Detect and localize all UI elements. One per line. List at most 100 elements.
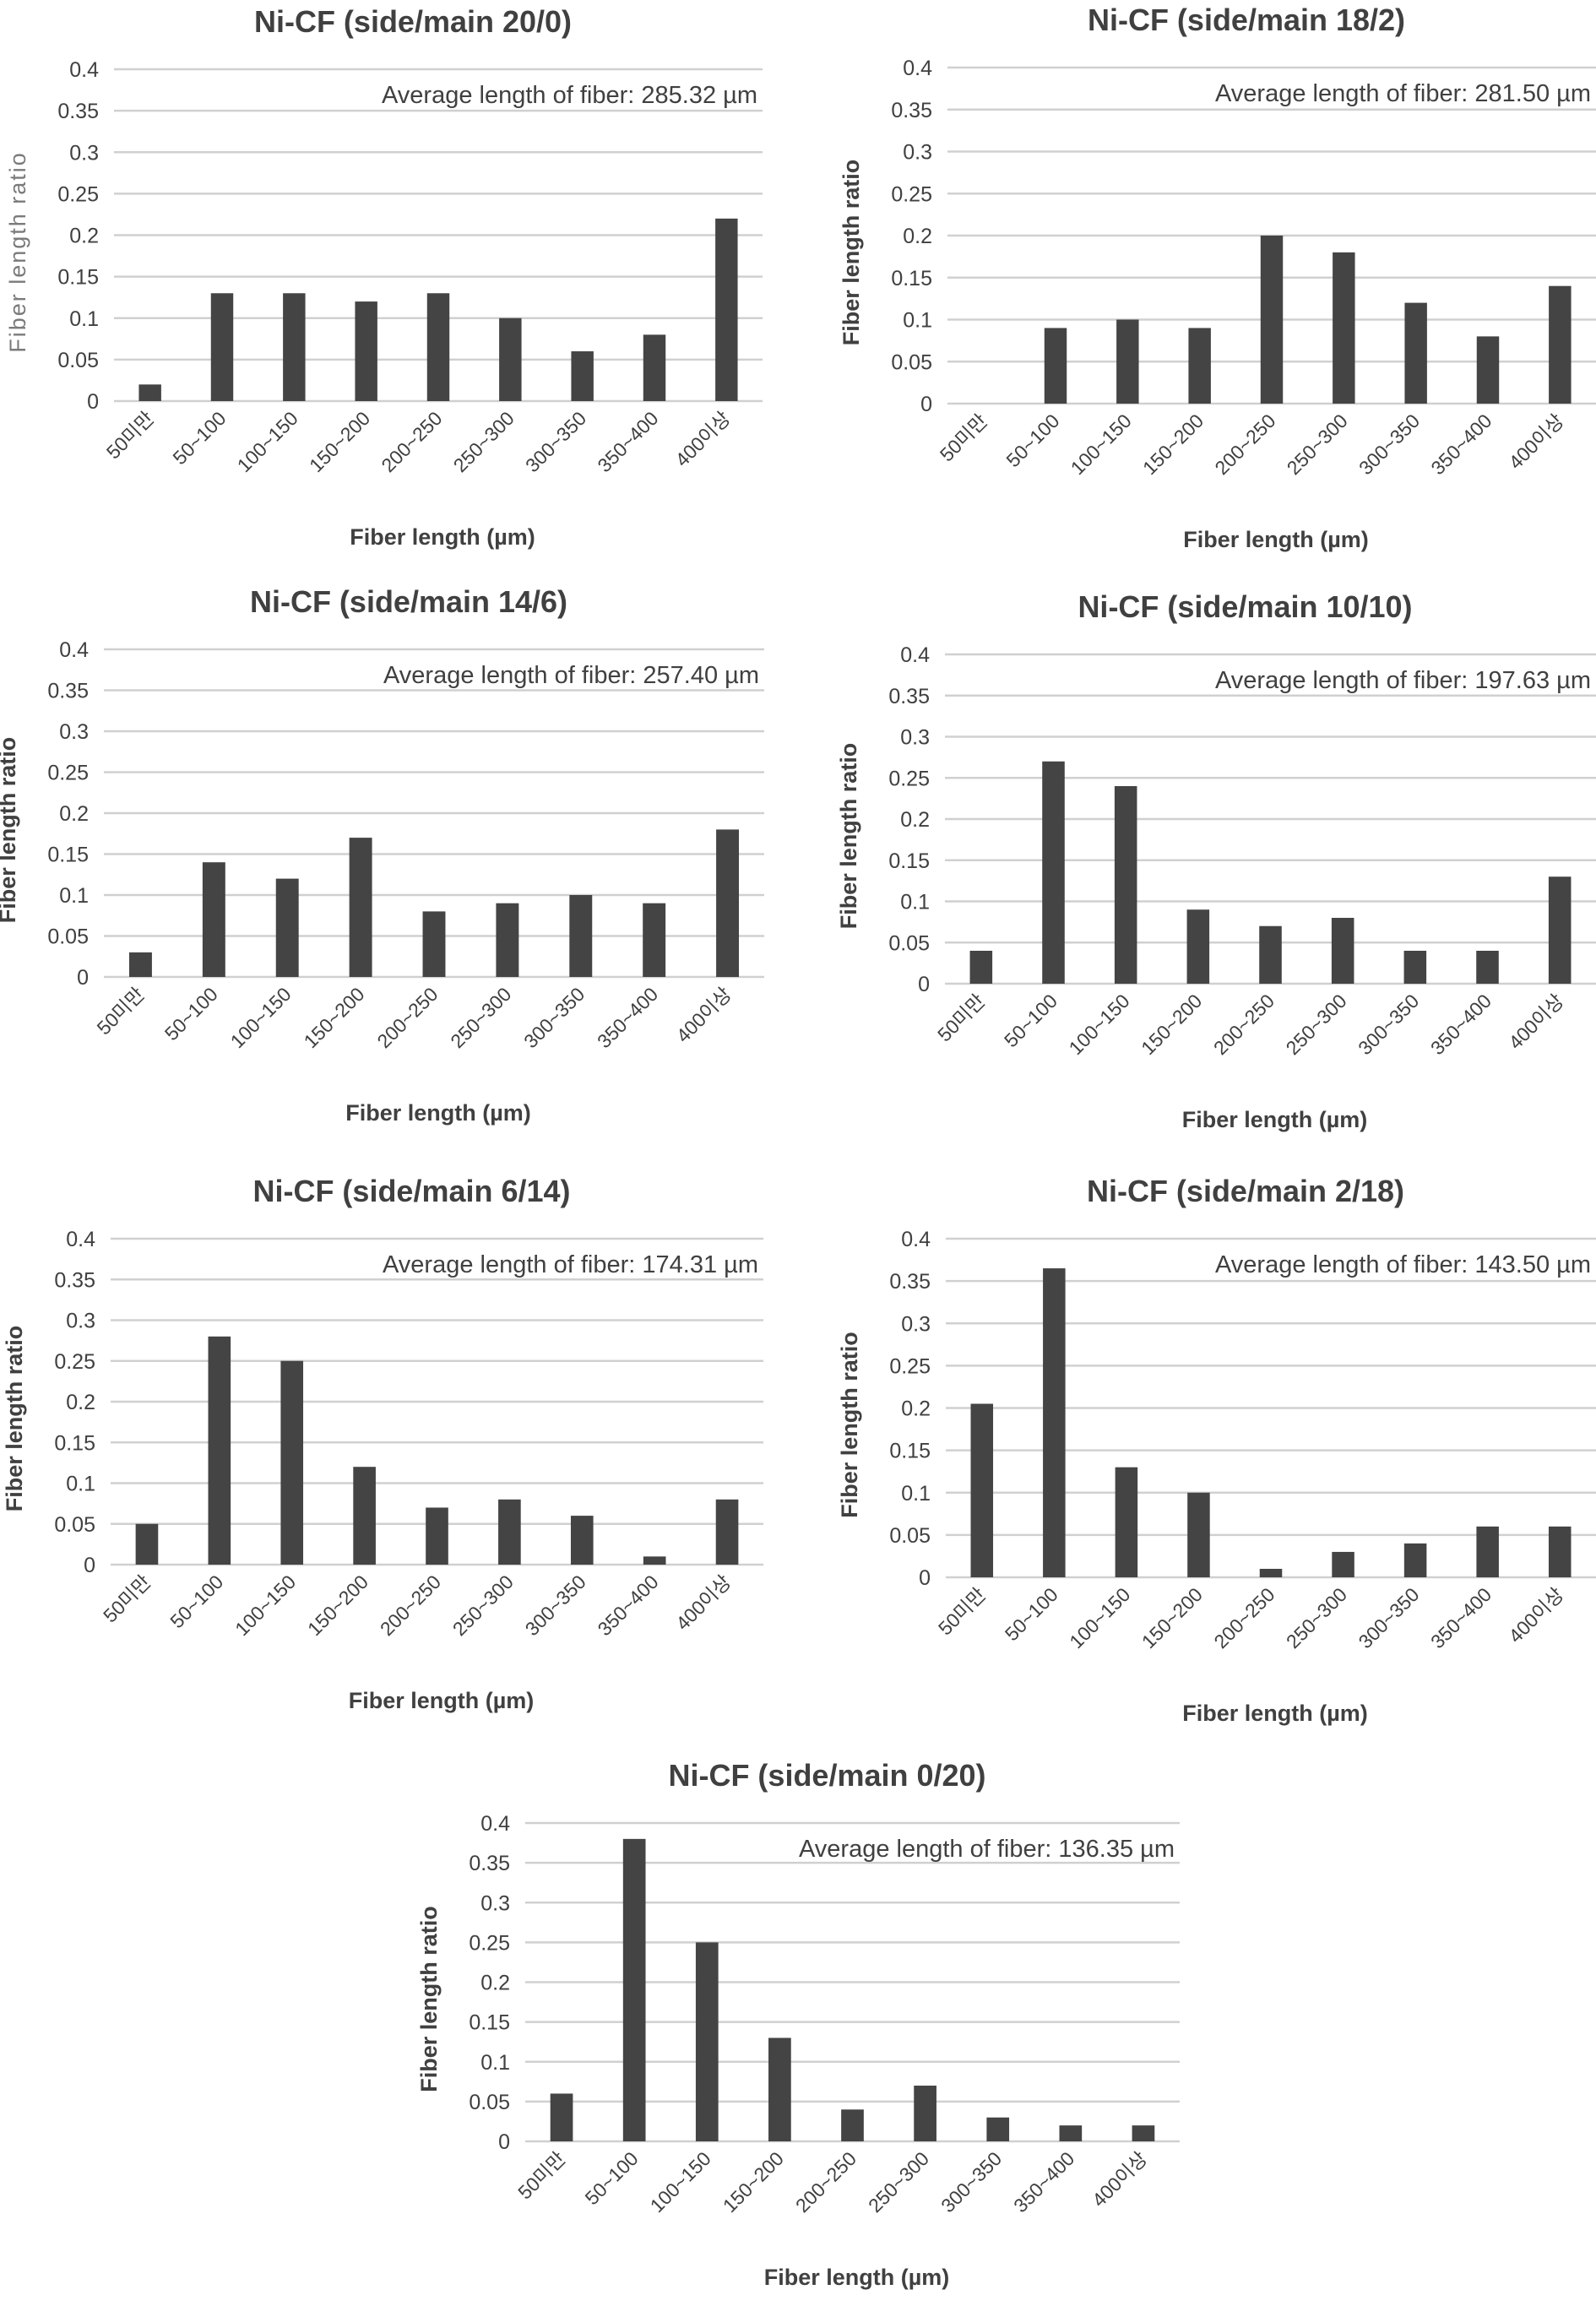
bar-3 bbox=[353, 1467, 376, 1565]
x-tick-label: 50미만 bbox=[934, 1583, 990, 1639]
y-axis-title: Fiber length ratio bbox=[5, 151, 30, 353]
y-tick-label: 0.1 bbox=[901, 1482, 931, 1506]
bar-3 bbox=[1187, 1492, 1210, 1577]
y-tick-label: 0 bbox=[920, 393, 932, 416]
bar-0 bbox=[135, 1523, 159, 1565]
y-tick-label: 0 bbox=[919, 1566, 931, 1590]
y-tick-label: 0.3 bbox=[900, 726, 930, 750]
y-tick-label: 0.35 bbox=[891, 99, 932, 122]
y-tick-label: 0 bbox=[84, 1554, 95, 1577]
x-tick-label: 350~400 bbox=[594, 1571, 663, 1640]
y-axis-title: Fiber length ratio bbox=[0, 737, 20, 924]
average-length-annotation: Average length of fiber: 197.63 µm bbox=[1215, 667, 1591, 694]
x-tick-label: 50~100 bbox=[166, 1571, 227, 1632]
bar-1 bbox=[1042, 761, 1065, 984]
x-tick-label: 150~200 bbox=[303, 1571, 372, 1640]
x-tick-label: 200~250 bbox=[377, 407, 446, 476]
y-tick-label: 0.4 bbox=[66, 1228, 95, 1251]
bar-3 bbox=[1186, 909, 1210, 984]
bar-0 bbox=[969, 951, 993, 984]
y-tick-label: 0.4 bbox=[903, 57, 932, 80]
y-tick-label: 0.25 bbox=[888, 767, 930, 790]
y-tick-label: 0.4 bbox=[900, 643, 930, 667]
y-tick-label: 0.25 bbox=[54, 1350, 95, 1374]
x-tick-label: 200~250 bbox=[372, 983, 442, 1052]
y-tick-label: 0.2 bbox=[480, 1972, 510, 1995]
bar-6 bbox=[986, 2117, 1010, 2141]
bar-1 bbox=[202, 862, 225, 977]
x-tick-label: 400이상 bbox=[672, 983, 736, 1046]
bar-8 bbox=[716, 829, 740, 977]
y-tick-label: 0.05 bbox=[889, 1524, 931, 1548]
y-tick-label: 0.35 bbox=[469, 1852, 510, 1875]
bar-5 bbox=[498, 1499, 521, 1565]
y-axis-title: Fiber length ratio bbox=[837, 1332, 862, 1518]
bar-6 bbox=[570, 1516, 594, 1565]
y-tick-label: 0.15 bbox=[54, 1431, 95, 1455]
chart-title: Ni-CF (side/main 14/6) bbox=[250, 584, 567, 619]
y-tick-label: 0.2 bbox=[903, 225, 932, 248]
x-tick-label: 50~100 bbox=[1001, 1583, 1062, 1645]
average-length-annotation: Average length of fiber: 285.32 µm bbox=[382, 82, 757, 109]
bar-6 bbox=[1403, 1543, 1427, 1577]
y-tick-label: 0.25 bbox=[889, 1354, 931, 1378]
bar-2 bbox=[1114, 786, 1137, 984]
x-axis-title: Fiber length (µm) bbox=[1182, 1107, 1368, 1132]
x-tick-label: 300~350 bbox=[521, 1571, 590, 1640]
x-tick-label: 250~300 bbox=[1283, 410, 1352, 479]
x-tick-label: 150~200 bbox=[1138, 410, 1208, 479]
bar-7 bbox=[1476, 336, 1500, 404]
y-tick-label: 0.25 bbox=[891, 182, 932, 206]
bar-1 bbox=[210, 293, 234, 401]
average-length-annotation: Average length of fiber: 143.50 µm bbox=[1215, 1251, 1591, 1278]
bar-7 bbox=[643, 334, 666, 401]
y-tick-label: 0 bbox=[87, 390, 99, 414]
bar-2 bbox=[283, 293, 306, 401]
x-axis-title: Fiber length (µm) bbox=[350, 524, 535, 550]
y-tick-label: 0.2 bbox=[901, 1397, 931, 1421]
x-tick-label: 150~200 bbox=[299, 983, 368, 1052]
x-tick-label: 100~150 bbox=[226, 983, 296, 1052]
x-tick-label: 400이상 bbox=[670, 407, 734, 470]
x-tick-label: 300~350 bbox=[936, 2147, 1006, 2216]
bar-5 bbox=[1333, 252, 1355, 404]
x-axis-title: Fiber length (µm) bbox=[1183, 527, 1369, 552]
y-tick-label: 0.05 bbox=[888, 931, 930, 955]
y-tick-label: 0.15 bbox=[889, 1440, 931, 1463]
x-tick-label: 250~300 bbox=[1282, 1583, 1351, 1652]
y-tick-label: 0.4 bbox=[480, 1812, 510, 1836]
x-tick-label: 100~150 bbox=[1065, 1583, 1134, 1652]
x-tick-label: 200~250 bbox=[1210, 410, 1279, 479]
bar-4 bbox=[1260, 236, 1284, 404]
x-tick-label: 300~350 bbox=[1354, 410, 1424, 479]
bar-1 bbox=[1043, 1268, 1066, 1577]
average-length-annotation: Average length of fiber: 174.31 µm bbox=[383, 1251, 758, 1278]
y-tick-label: 0.2 bbox=[66, 1391, 95, 1414]
y-tick-label: 0.3 bbox=[901, 1312, 931, 1336]
x-tick-label: 100~150 bbox=[1067, 410, 1136, 479]
x-tick-label: 100~150 bbox=[233, 407, 302, 476]
bar-8 bbox=[1548, 876, 1572, 984]
x-tick-label: 250~300 bbox=[446, 983, 515, 1052]
y-tick-label: 0.35 bbox=[888, 685, 930, 708]
x-axis-title: Fiber length (µm) bbox=[345, 1100, 531, 1126]
bar-3 bbox=[349, 838, 372, 977]
x-tick-label: 300~350 bbox=[1354, 990, 1423, 1059]
x-tick-label: 350~400 bbox=[1426, 410, 1496, 479]
x-tick-label: 350~400 bbox=[593, 407, 662, 476]
bar-0 bbox=[970, 1403, 994, 1577]
y-tick-label: 0.1 bbox=[900, 891, 930, 914]
bar-7 bbox=[1476, 1526, 1499, 1577]
bar-6 bbox=[569, 895, 593, 977]
x-tick-label: 150~200 bbox=[305, 407, 374, 476]
x-tick-label: 50~100 bbox=[168, 407, 230, 469]
x-tick-label: 350~400 bbox=[1426, 1583, 1496, 1652]
bar-1 bbox=[1044, 328, 1067, 404]
x-tick-label: 50미만 bbox=[99, 1571, 155, 1626]
bar-4 bbox=[426, 293, 450, 401]
bar-7 bbox=[643, 1556, 666, 1565]
bar-3 bbox=[1188, 328, 1211, 404]
bar-4 bbox=[841, 2109, 864, 2141]
